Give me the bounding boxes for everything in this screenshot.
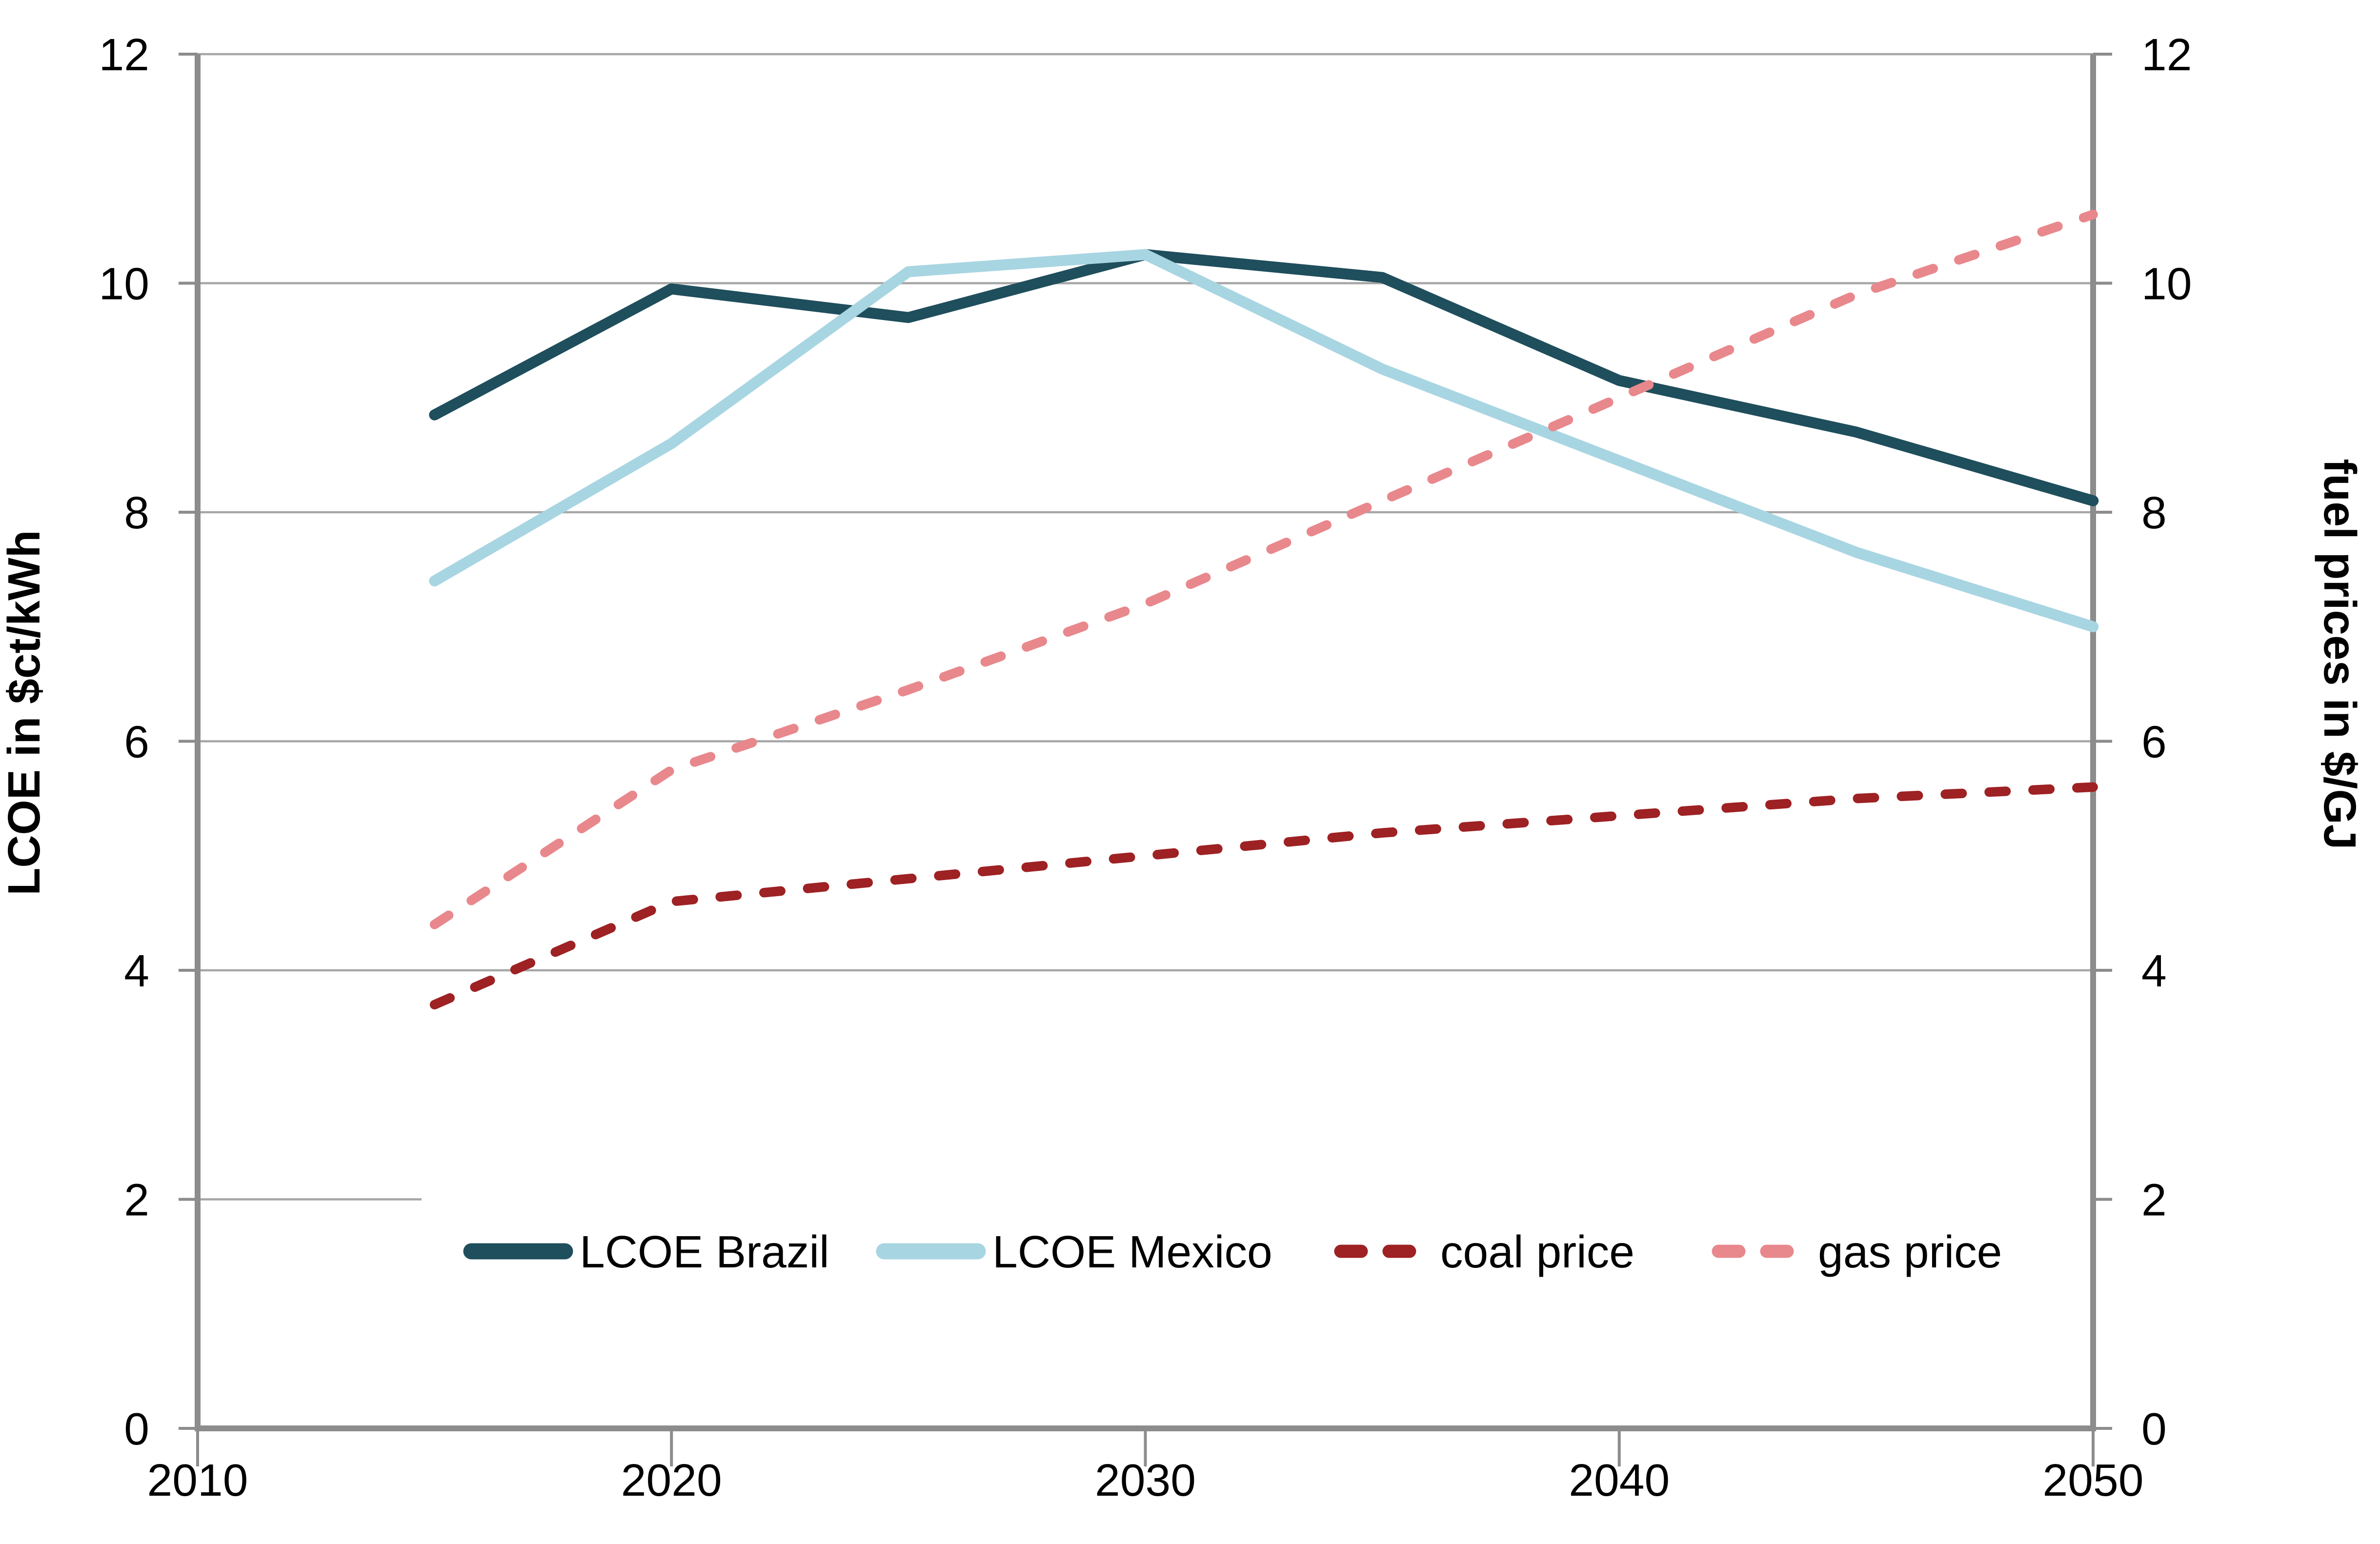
x-tick-label-2030: 2030	[1095, 1455, 1196, 1505]
right-y-tick-label-10: 10	[2141, 259, 2192, 309]
right-axis-title: fuel prices in $/GJ	[2315, 459, 2365, 849]
series-line-lcoe-brazil	[429, 249, 2099, 506]
right-y-tick-label-0: 0	[2141, 1404, 2167, 1454]
left-y-tick-label-4: 4	[124, 945, 149, 996]
legend-label-lcoe-brazil: LCOE Brazil	[580, 1226, 829, 1277]
x-tick-label-2020: 2020	[621, 1455, 722, 1505]
left-y-tick-label-10: 10	[99, 259, 149, 309]
left-y-tick-label-2: 2	[124, 1175, 149, 1225]
left-y-tick-label-12: 12	[99, 29, 149, 80]
left-y-tick-label-8: 8	[124, 487, 149, 538]
legend-backdrop	[422, 1165, 2093, 1317]
legend-label-gas-price: gas price	[1818, 1226, 2002, 1277]
right-y-tick-label-12: 12	[2141, 29, 2192, 80]
left-y-tick-label-0: 0	[124, 1404, 149, 1454]
right-y-tick-label-2: 2	[2141, 1175, 2167, 1225]
right-y-tick-label-6: 6	[2141, 717, 2167, 767]
legend-label-coal-price: coal price	[1440, 1226, 1634, 1277]
right-y-tick-label-4: 4	[2141, 945, 2167, 996]
x-tick-label-2040: 2040	[1569, 1455, 1670, 1505]
series-line-coal-price	[429, 782, 2098, 1010]
left-axis-title: LCOE in $ct/kWh	[0, 530, 49, 895]
series-line-lcoe-mexico	[429, 249, 2099, 632]
x-tick-label-2010: 2010	[147, 1455, 248, 1505]
x-tick-label-2050: 2050	[2043, 1455, 2144, 1505]
legend-label-lcoe-mexico: LCOE Mexico	[992, 1226, 1272, 1277]
series-line-gas-price	[429, 209, 2098, 929]
left-y-tick-label-6: 6	[124, 717, 149, 767]
right-y-tick-label-8: 8	[2141, 487, 2167, 538]
